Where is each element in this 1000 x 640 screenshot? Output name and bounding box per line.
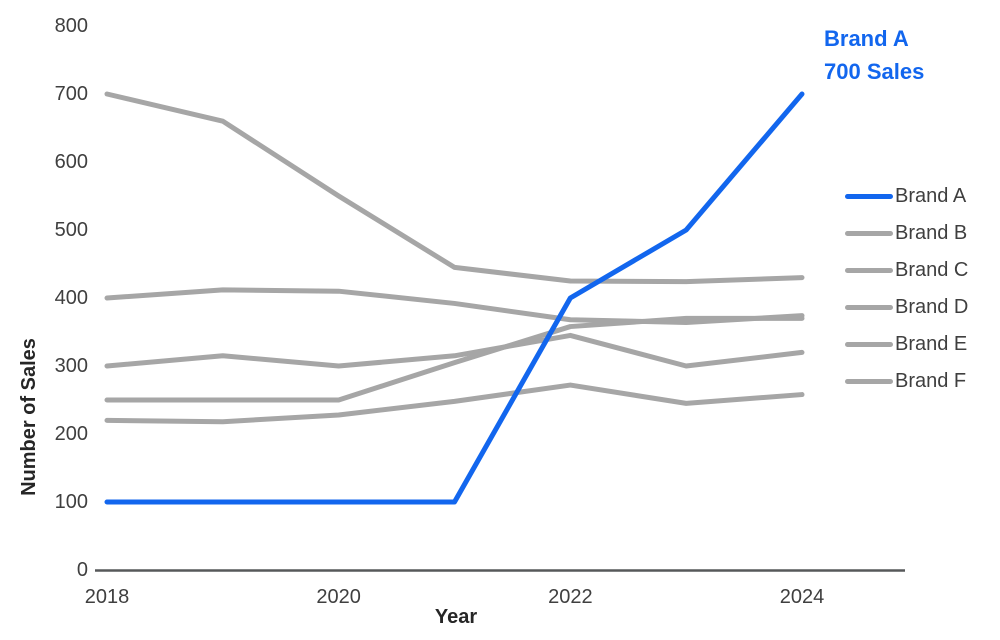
y-tick-label-100: 100 [54, 491, 88, 513]
legend-item-brand-d: Brand D [845, 289, 968, 326]
legend-label-brand-c: Brand C [895, 259, 969, 281]
x-tick-label-2020: 2020 [316, 586, 361, 608]
series-line-brand-e [104, 315, 805, 403]
legend-item-brand-b: Brand B [845, 215, 968, 252]
legend: Brand A Brand B Brand C Brand D Brand E Brand… [845, 178, 968, 400]
x-tick-label-2022: 2022 [548, 586, 593, 608]
legend-label-brand-b: Brand B [895, 222, 968, 244]
legend-swatch-brand-b [845, 231, 893, 236]
series-line-brand-f [104, 382, 805, 425]
legend-swatch-brand-e [845, 342, 893, 347]
legend-swatch-brand-c [845, 268, 893, 273]
y-tick-label-300: 300 [54, 355, 88, 377]
legend-label-brand-e: Brand E [895, 333, 968, 355]
legend-item-brand-a: Brand A [845, 178, 968, 215]
x-tick-label-2018: 2018 [84, 586, 130, 608]
legend-label-brand-f: Brand F [895, 370, 967, 392]
series-line-brand-b [104, 91, 805, 285]
annotation-line2: 700 Sales [824, 59, 925, 84]
y-tick-label-400: 400 [54, 287, 88, 309]
legend-item-brand-c: Brand C [845, 252, 968, 289]
legend-swatch-brand-f [845, 379, 893, 384]
legend-item-brand-e: Brand E [845, 326, 968, 363]
series-line-brand-a [104, 91, 805, 505]
y-tick-label-700: 700 [54, 83, 88, 105]
y-tick-label-200: 200 [54, 423, 88, 445]
annotation-line1: Brand A [824, 26, 909, 51]
legend-item-brand-f: Brand F [845, 363, 968, 400]
series-line-brand-d [104, 332, 805, 369]
legend-swatch-brand-d [845, 305, 893, 310]
x-axis-title: Year [434, 606, 478, 628]
legend-label-brand-a: Brand A [895, 185, 967, 207]
y-tick-label-800: 800 [54, 15, 88, 37]
legend-swatch-brand-a [845, 194, 893, 199]
annotation-brand-a: Brand A 700 Sales [824, 22, 924, 88]
series-line-brand-c [104, 287, 805, 325]
y-tick-label-600: 600 [54, 151, 88, 173]
x-tick-label-2024: 2024 [779, 586, 825, 608]
y-tick-label-500: 500 [54, 219, 88, 241]
y-tick-label-0: 0 [76, 559, 88, 581]
legend-label-brand-d: Brand D [895, 296, 969, 318]
